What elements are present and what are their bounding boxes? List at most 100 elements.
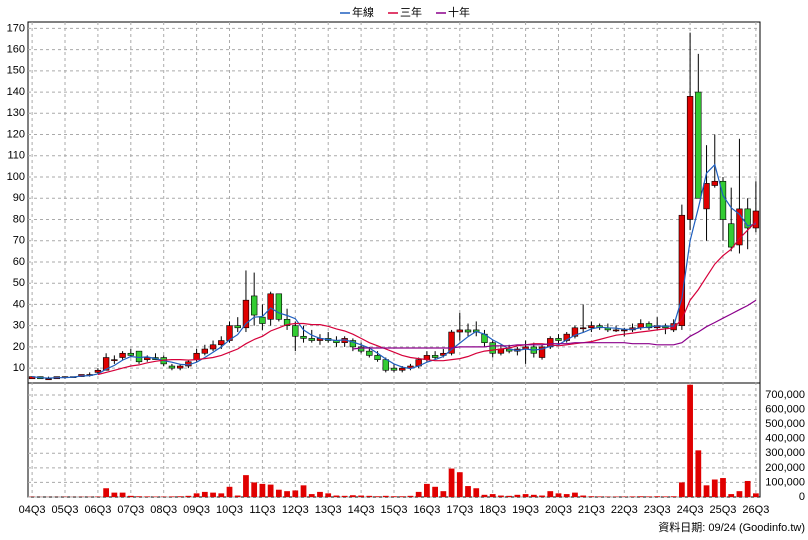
volume-bar [572, 492, 578, 497]
candle-body [45, 378, 52, 381]
candle-body [251, 295, 258, 316]
volume-bar [374, 496, 381, 497]
volume-bar [358, 495, 364, 497]
y2-tick-label: 200,000 [765, 462, 805, 474]
volume-bar [267, 484, 274, 497]
candle-body [349, 340, 357, 348]
x-tick-label: 20Q3 [545, 504, 572, 516]
x-tick-label: 06Q3 [84, 504, 111, 516]
candle-body [144, 357, 151, 360]
volume-bar [292, 490, 299, 497]
volume-bar [654, 496, 661, 497]
candle-body [357, 346, 365, 352]
volume-bar [530, 494, 537, 497]
volume-bar [119, 492, 126, 497]
x-tick-label: 05Q3 [52, 504, 79, 516]
volume-bar [127, 495, 134, 497]
y2-tick-label: 100,000 [765, 476, 805, 488]
volume-bar [382, 495, 389, 497]
x-tick-label: 22Q3 [611, 504, 638, 516]
x-tick-label: 08Q3 [150, 504, 177, 516]
source-note: 資料日期: 09/24 (Goodinfo.tw) [658, 520, 805, 534]
legend-label: 三年 [400, 5, 422, 19]
candle-body [275, 293, 283, 320]
candle-body [390, 367, 398, 371]
candle-body [448, 331, 455, 354]
volume-bar [424, 483, 430, 497]
candle-body [670, 323, 677, 331]
candle-body [538, 346, 546, 358]
candle-body [736, 208, 743, 246]
candle-body [242, 299, 250, 329]
x-tick-label: 23Q3 [644, 504, 671, 516]
volume-bar [317, 491, 323, 497]
candle-body [695, 91, 702, 199]
volume-bar [284, 491, 290, 497]
x-tick-label: 21Q3 [578, 504, 605, 516]
candle-body [612, 329, 620, 332]
x-tick-label: 17Q3 [446, 504, 473, 516]
volume-bar [695, 450, 702, 497]
x-tick-label: 04Q3 [19, 504, 46, 516]
y-tick-label: 170 [7, 22, 25, 34]
candle-body [678, 214, 686, 326]
candle-body [209, 344, 217, 350]
volume-bar [259, 483, 266, 497]
y-tick-label: 80 [13, 213, 25, 225]
candle-body [111, 359, 118, 361]
y2-tick-label: 400,000 [765, 433, 805, 445]
y-tick-label: 110 [7, 150, 25, 162]
volume-bar [300, 485, 307, 497]
volume-bar [243, 475, 249, 497]
candle-body [135, 350, 143, 363]
y2-tick-label: 0 [799, 491, 805, 503]
candle-body [555, 338, 562, 341]
candle-body [94, 369, 102, 373]
y-tick-label: 60 [13, 256, 25, 268]
y-tick-label: 140 [7, 86, 25, 98]
x-tick-label: 16Q3 [413, 504, 440, 516]
volume-bar [333, 495, 340, 497]
volume-bar [563, 494, 570, 497]
candle-body [127, 352, 134, 356]
candle-body [711, 180, 718, 186]
volume-bar [226, 486, 233, 497]
y-tick-label: 40 [13, 298, 25, 310]
volume-bar [539, 495, 545, 497]
y-tick-label: 50 [13, 277, 25, 289]
x-tick-label: 26Q3 [742, 504, 769, 516]
volume-bar [308, 494, 315, 497]
candle-body [489, 342, 496, 354]
volume-bar [341, 495, 348, 497]
x-tick-label: 15Q3 [381, 504, 408, 516]
x-tick-label: 13Q3 [315, 504, 342, 516]
volume-bar [720, 478, 726, 497]
ma-line [352, 299, 757, 350]
volume-bar [391, 496, 397, 497]
volume-bar [456, 472, 463, 497]
candle-body [218, 340, 225, 346]
ma-line [97, 221, 757, 376]
legend-label: 十年 [448, 5, 470, 19]
x-tick-label: 14Q3 [348, 504, 375, 516]
volume-bar [580, 495, 587, 497]
candle-body [267, 293, 274, 320]
volume-bar [498, 495, 504, 497]
volume-bar [547, 491, 554, 497]
candle-body [292, 325, 299, 337]
volume-bar [728, 494, 735, 497]
y-tick-label: 160 [7, 44, 25, 56]
candle-body [193, 352, 200, 360]
volume-bar [646, 496, 652, 497]
y2-tick-label: 600,000 [765, 403, 805, 415]
volume-bar [177, 496, 184, 497]
y-tick-label: 70 [13, 235, 25, 247]
volume-bar [522, 494, 529, 497]
candle-body [752, 210, 760, 229]
y2-tick-label: 300,000 [765, 447, 805, 459]
volume-bar [349, 495, 356, 497]
candle-body [119, 352, 126, 358]
candle-body [399, 367, 406, 371]
volume-bar [407, 495, 414, 497]
